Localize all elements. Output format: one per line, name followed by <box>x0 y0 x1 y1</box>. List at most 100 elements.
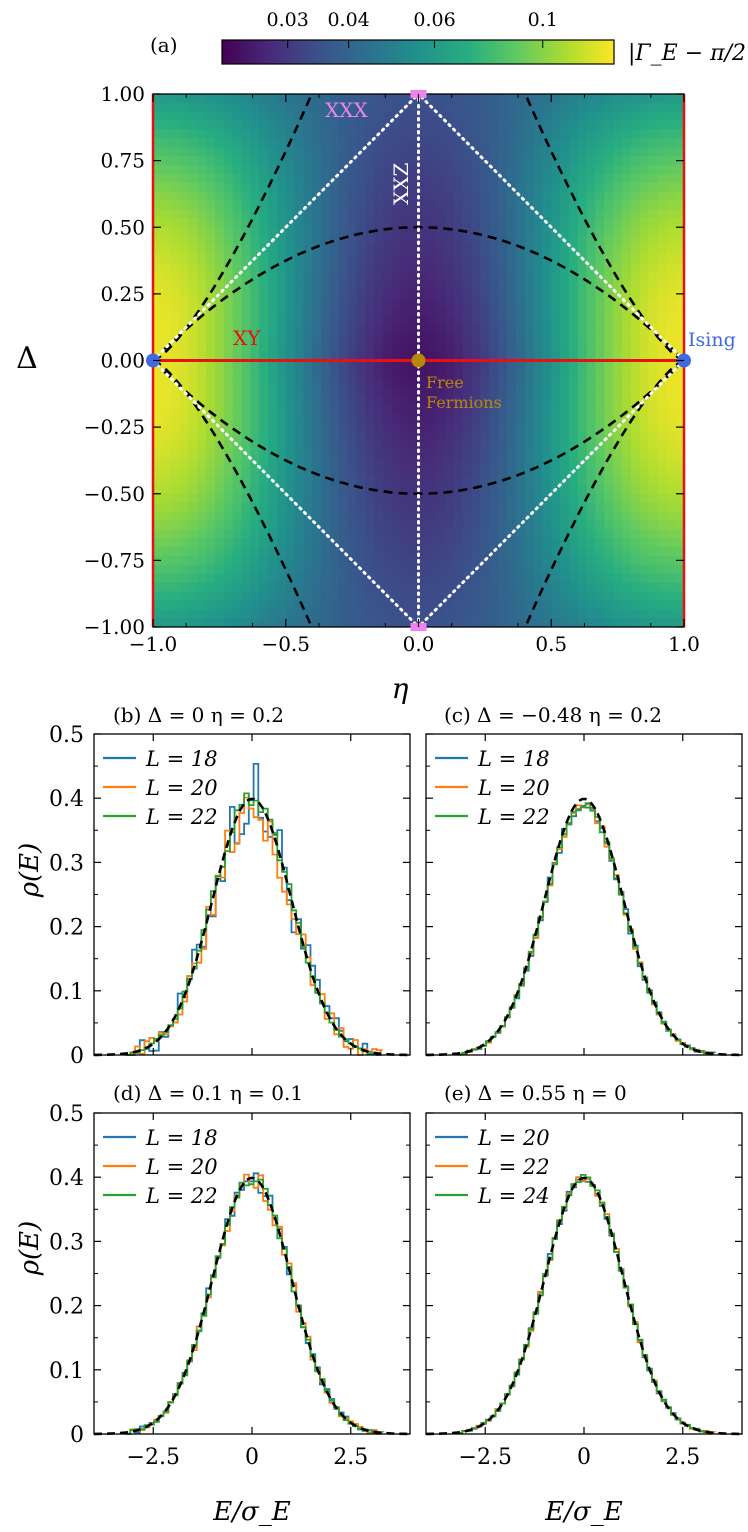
heatmap-cell <box>400 298 411 308</box>
heatmap-cell <box>622 573 632 584</box>
heatmap-cell <box>639 165 650 175</box>
heatmap-cell <box>356 156 366 166</box>
heatmap-cell <box>365 191 375 202</box>
heatmap-cell <box>445 342 455 353</box>
heatmap-cell <box>507 378 517 388</box>
heatmap-cell <box>330 360 340 370</box>
heatmap-cell <box>338 529 349 539</box>
heatmap-cell <box>560 591 570 601</box>
heatmap-cell <box>586 600 597 610</box>
heatmap-cell <box>639 555 650 566</box>
heatmap-cell <box>445 573 455 584</box>
heatmap-cell <box>303 529 313 539</box>
heatmap-cell <box>391 191 402 202</box>
heatmap-cell <box>276 351 287 362</box>
dashed-curve <box>153 94 314 362</box>
histogram-series <box>456 805 717 1056</box>
heatmap-cell <box>330 591 340 601</box>
heatmap-cell <box>524 547 535 557</box>
heatmap-cell <box>294 245 305 255</box>
heatmap-cell <box>214 253 225 264</box>
heatmap-cell <box>666 94 676 104</box>
heatmap-cell <box>153 378 163 388</box>
heatmap-cell <box>232 218 243 228</box>
heatmap-cell <box>568 280 579 291</box>
heatmap-cell <box>524 227 535 237</box>
heatmap-cell <box>533 333 543 344</box>
heatmap-cell <box>365 102 375 113</box>
heatmap-cell <box>480 475 490 486</box>
heatmap-cell <box>471 484 482 495</box>
heatmap-cell <box>206 236 216 246</box>
heatmap-cell <box>161 618 172 627</box>
heatmap-cell <box>515 529 526 539</box>
heatmap-cell <box>507 422 517 433</box>
heatmap-cell <box>400 396 411 406</box>
heatmap-cell <box>507 538 517 548</box>
heatmap-cell <box>577 111 588 122</box>
heatmap-cell <box>639 307 650 317</box>
heatmap-cell <box>206 422 216 433</box>
heatmap-cell <box>462 253 473 264</box>
heatmap-cell <box>170 582 181 593</box>
heatmap-cell <box>259 316 269 326</box>
heatmap-cell <box>259 404 269 415</box>
heatmap-cell <box>480 573 490 584</box>
heatmap-cell <box>179 253 189 264</box>
heatmap-cell <box>391 351 402 362</box>
heatmap-cell <box>577 138 588 148</box>
heatmap-cell <box>462 209 473 219</box>
heatmap-cell <box>524 555 535 566</box>
heatmap-cell <box>179 458 189 468</box>
heatmap-cell <box>197 271 207 282</box>
heatmap-cell <box>206 529 216 539</box>
heatmap-cell <box>294 538 305 548</box>
heatmap-cell <box>400 582 411 593</box>
heatmap-cell <box>330 413 340 424</box>
heatmap-cell <box>321 582 331 593</box>
heatmap-cell <box>409 449 420 459</box>
heatmap-cell <box>206 555 216 566</box>
heatmap-cell <box>153 413 163 424</box>
heatmap-cell <box>321 280 331 291</box>
heatmap-cell <box>383 467 393 477</box>
heatmap-cell <box>409 298 420 308</box>
heatmap-cell <box>515 475 526 486</box>
heatmap-cell <box>338 316 349 326</box>
heatmap-cell <box>445 493 455 504</box>
heatmap-cell <box>657 200 667 211</box>
heatmap-cell <box>321 609 331 619</box>
heatmap-cell <box>427 431 437 442</box>
heatmap-cell <box>330 236 340 246</box>
heatmap-cell <box>214 458 225 468</box>
heatmap-cell <box>179 191 189 202</box>
heatmap-cell <box>374 209 384 219</box>
heatmap-cell <box>586 520 597 530</box>
heatmap-cell <box>586 209 597 219</box>
heatmap-cell <box>648 475 659 486</box>
heatmap-cell <box>285 182 296 193</box>
heatmap-cell <box>259 165 269 175</box>
heatmap-cell <box>622 360 632 370</box>
heatmap-cell <box>418 529 428 539</box>
heatmap-cell <box>330 529 340 539</box>
heatmap-cell <box>383 94 393 104</box>
heatmap-cell <box>630 227 641 237</box>
heatmap-cell <box>347 324 358 335</box>
heatmap-cell <box>374 475 384 486</box>
heatmap-cell <box>445 94 455 104</box>
heatmap-cell <box>489 404 499 415</box>
heatmap-cell <box>197 555 207 566</box>
heatmap-cell <box>489 138 499 148</box>
heatmap-cell <box>551 173 561 184</box>
heatmap-cell <box>391 573 402 584</box>
heatmap-cell <box>675 609 684 619</box>
heatmap-cell <box>338 227 349 237</box>
heatmap-cell <box>489 564 499 575</box>
heatmap-cell <box>285 609 296 619</box>
heatmap-cell <box>560 502 570 513</box>
heatmap-cell <box>365 147 375 157</box>
heatmap-cell <box>161 271 172 282</box>
heatmap-cell <box>418 129 428 140</box>
heatmap-cell <box>400 493 411 504</box>
